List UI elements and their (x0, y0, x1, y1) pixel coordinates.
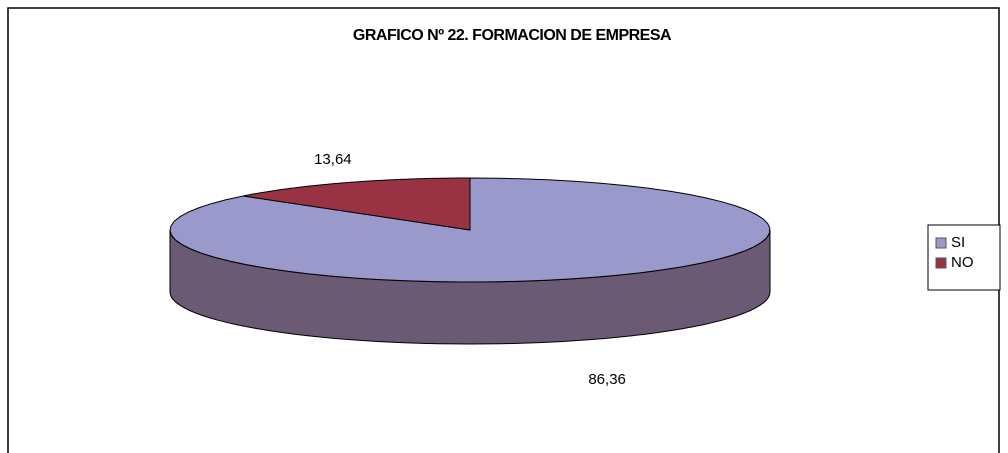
chart-title: GRAFICO Nº 22. FORMACION DE EMPRESA (353, 27, 672, 44)
legend-label: SI (951, 234, 965, 251)
legend-marker (935, 237, 947, 249)
pie-slice (243, 177, 471, 231)
legend-label: NO (951, 254, 974, 271)
data-label: 13,64 (314, 151, 352, 168)
legend-marker (935, 257, 947, 269)
data-label: 86,36 (588, 371, 626, 388)
